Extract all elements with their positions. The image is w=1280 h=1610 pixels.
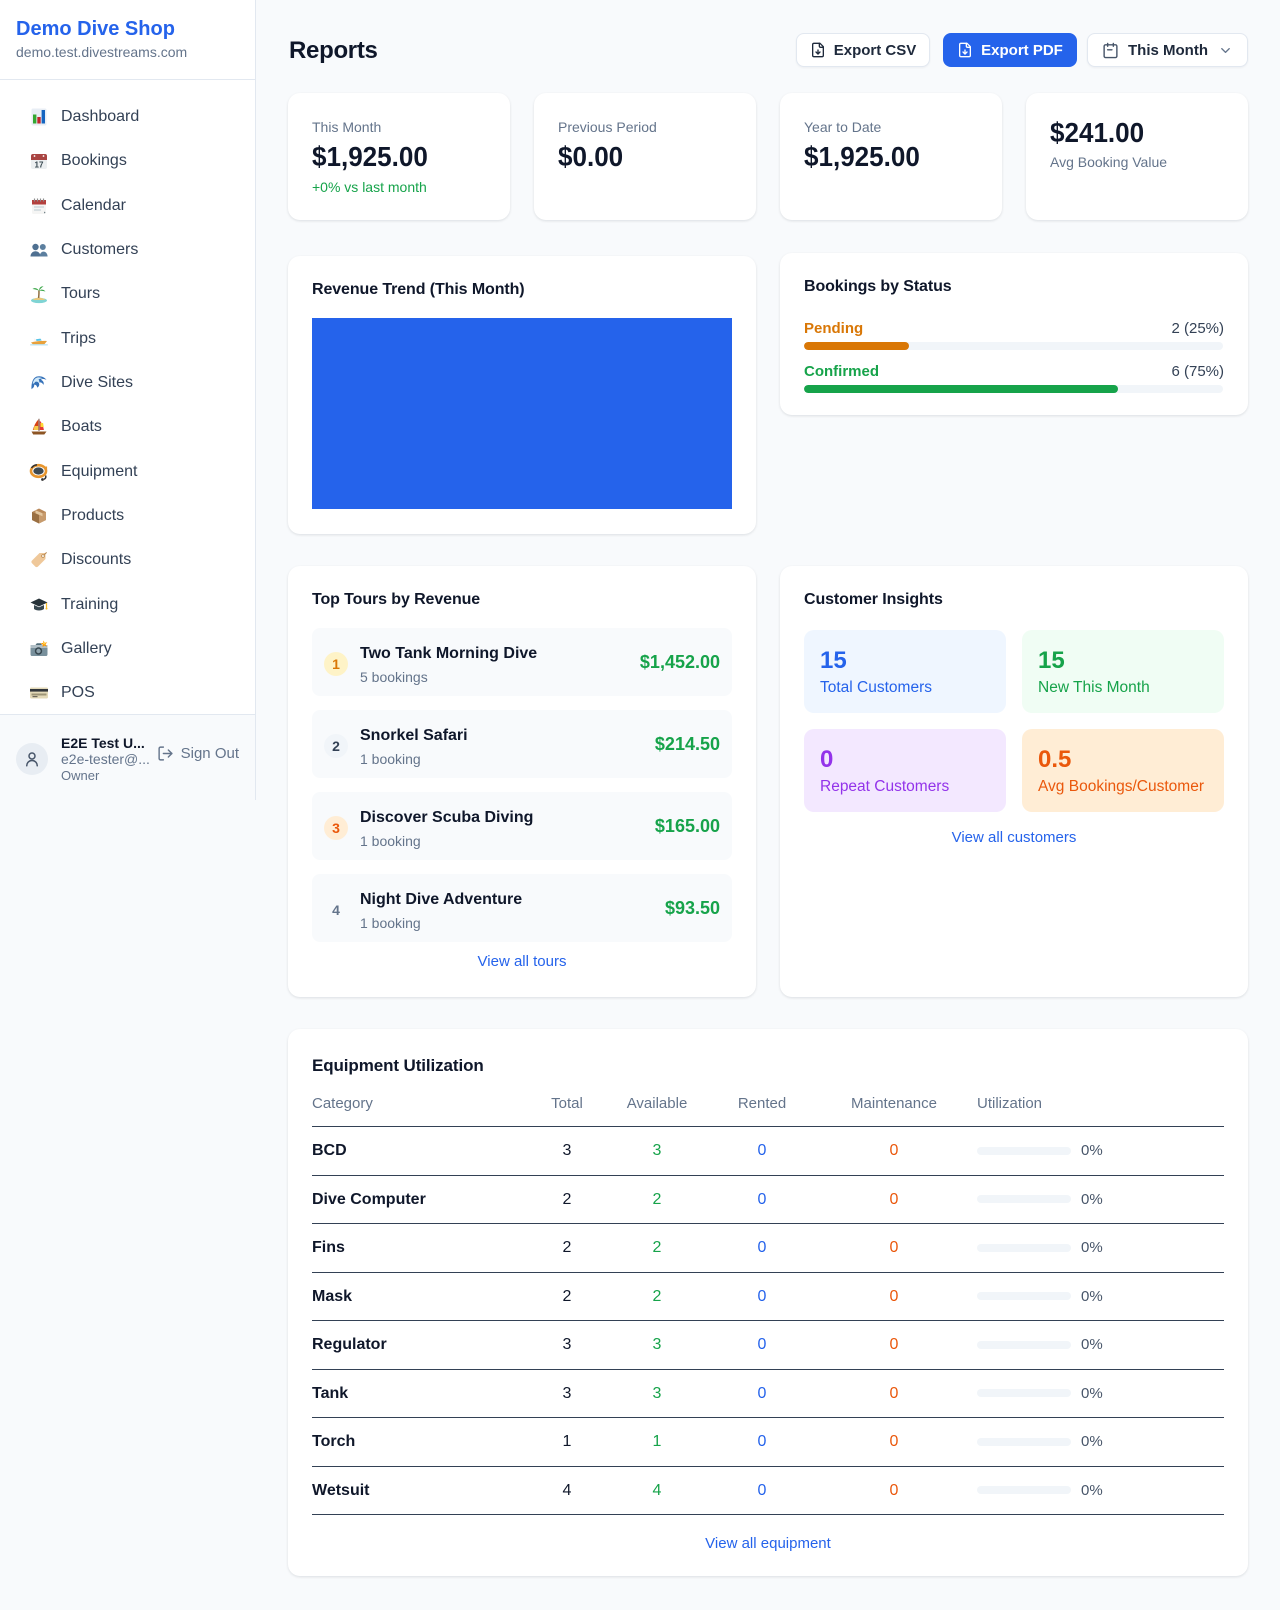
svg-text:17: 17	[35, 161, 44, 170]
